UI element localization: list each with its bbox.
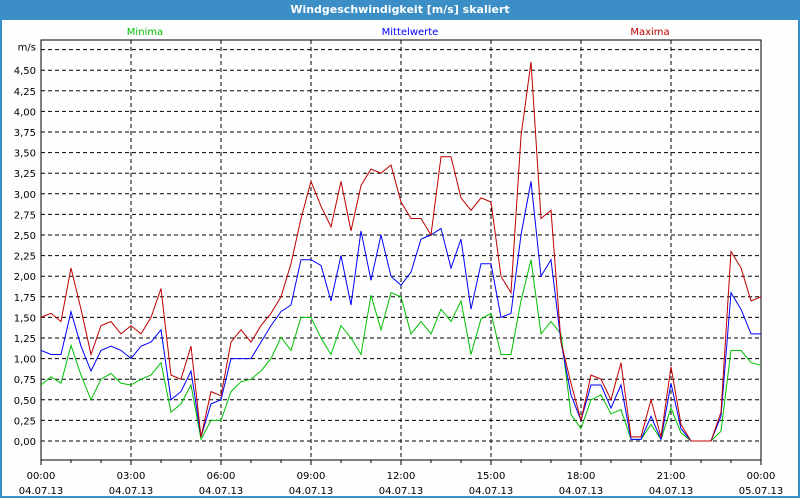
x-tick-time: 21:00: [657, 471, 686, 482]
x-tick-time: 12:00: [387, 471, 416, 482]
y-tick-label: 2,25: [14, 252, 36, 263]
y-tick-label: 3,75: [14, 128, 36, 139]
x-tick-date: 04.07.13: [559, 486, 604, 497]
window-title: Windgeschwindigkeit [m/s] skaliert: [0, 0, 800, 20]
y-axis-unit: m/s: [18, 43, 36, 54]
y-tick-label: 1,50: [14, 313, 36, 324]
series-line-mittelwerte: [40, 181, 761, 442]
x-tick-date: 04.07.13: [19, 486, 64, 497]
y-tick-label: 3,50: [14, 149, 36, 160]
legend-maxima: Maxima: [630, 27, 669, 38]
y-tick-label: 0,25: [14, 416, 36, 427]
legend-minima: Minima: [127, 27, 163, 38]
y-tick-label: 0,75: [14, 375, 36, 386]
y-tick-label: 0,00: [14, 437, 36, 448]
x-tick-time: 09:00: [297, 471, 326, 482]
y-tick-label: 4,00: [14, 107, 36, 118]
y-tick-label: 2,75: [14, 210, 36, 221]
y-tick-label: 3,00: [14, 190, 36, 201]
y-tick-label: 4,25: [14, 87, 36, 98]
y-tick-label: 4,50: [14, 66, 36, 77]
series-line-maxima: [40, 61, 762, 442]
x-tick-time: 03:00: [117, 471, 146, 482]
y-tick-label: 3,25: [14, 169, 36, 180]
x-tick-date: 04.07.13: [199, 486, 244, 497]
x-tick-date: 04.07.13: [469, 486, 514, 497]
y-tick-label: 1,00: [14, 355, 36, 366]
x-tick-time: 15:00: [477, 471, 506, 482]
x-tick-time: 06:00: [207, 471, 236, 482]
y-tick-label: 1,75: [14, 293, 36, 304]
x-tick-date: 04.07.13: [649, 486, 694, 497]
x-tick-time: 18:00: [567, 471, 596, 482]
y-tick-label: 2,00: [14, 272, 36, 283]
y-tick-label: 0,50: [14, 396, 36, 407]
y-tick-label: 1,25: [14, 334, 36, 345]
x-tick-time: 00:00: [27, 471, 56, 482]
legend-mittelwerte: Mittelwerte: [382, 27, 439, 38]
x-tick-date: 04.07.13: [379, 486, 424, 497]
x-tick-date: 05.07.13: [739, 486, 784, 497]
x-tick-date: 04.07.13: [109, 486, 154, 497]
x-tick-time: 00:00: [747, 471, 776, 482]
x-tick-date: 04.07.13: [289, 486, 334, 497]
y-tick-label: 2,50: [14, 231, 36, 242]
